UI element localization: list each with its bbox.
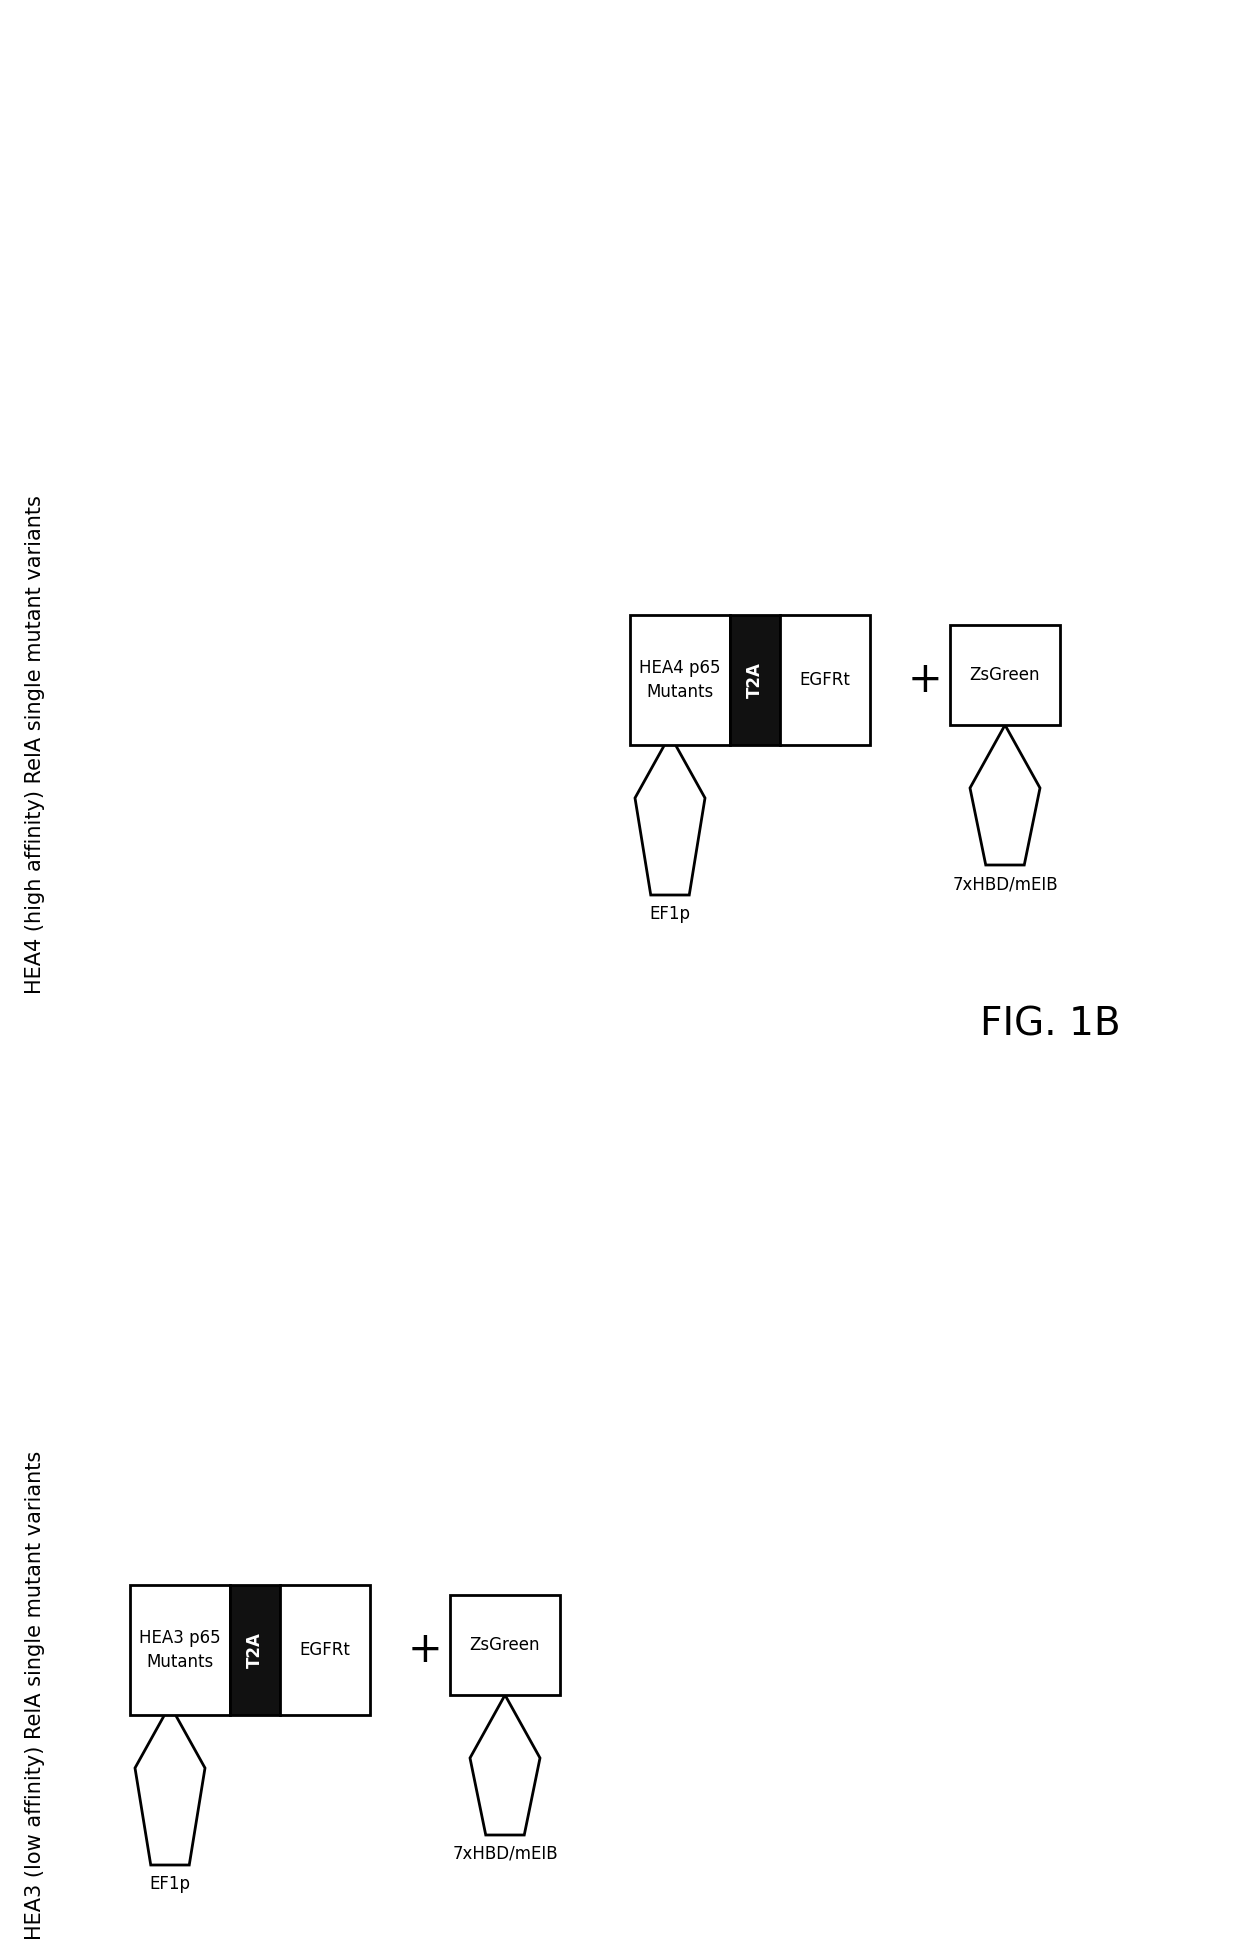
Bar xyxy=(130,1585,229,1715)
Polygon shape xyxy=(135,1706,205,1865)
Bar xyxy=(280,1585,370,1715)
Text: EF1p: EF1p xyxy=(150,1875,191,1892)
Polygon shape xyxy=(470,1694,539,1834)
Text: ZsGreen: ZsGreen xyxy=(970,665,1040,685)
Text: EF1p: EF1p xyxy=(650,904,691,924)
Text: HEA4 p65
Mutants: HEA4 p65 Mutants xyxy=(640,659,720,700)
Bar xyxy=(780,615,870,745)
Text: +: + xyxy=(408,1630,443,1671)
Text: HEA3 (low affinity) RelA single mutant variants: HEA3 (low affinity) RelA single mutant v… xyxy=(25,1451,45,1939)
Text: HEA4 (high affinity) RelA single mutant variants: HEA4 (high affinity) RelA single mutant … xyxy=(25,496,45,994)
Bar xyxy=(450,1595,560,1694)
Text: +: + xyxy=(908,659,942,700)
Bar xyxy=(630,615,730,745)
Text: EGFRt: EGFRt xyxy=(300,1642,351,1659)
Bar xyxy=(229,1585,280,1715)
Text: EGFRt: EGFRt xyxy=(800,671,851,689)
Bar xyxy=(950,624,1060,725)
Text: T2A: T2A xyxy=(246,1632,264,1669)
Text: T2A: T2A xyxy=(746,661,764,698)
Text: ZsGreen: ZsGreen xyxy=(470,1636,541,1653)
Text: 7xHBD/mEIB: 7xHBD/mEIB xyxy=(952,875,1058,893)
Text: HEA3 p65
Mutants: HEA3 p65 Mutants xyxy=(139,1630,221,1671)
Polygon shape xyxy=(635,735,706,895)
Polygon shape xyxy=(970,725,1040,866)
Bar xyxy=(730,615,780,745)
Text: 7xHBD/mEIB: 7xHBD/mEIB xyxy=(453,1846,558,1863)
Text: FIG. 1B: FIG. 1B xyxy=(980,1006,1120,1044)
